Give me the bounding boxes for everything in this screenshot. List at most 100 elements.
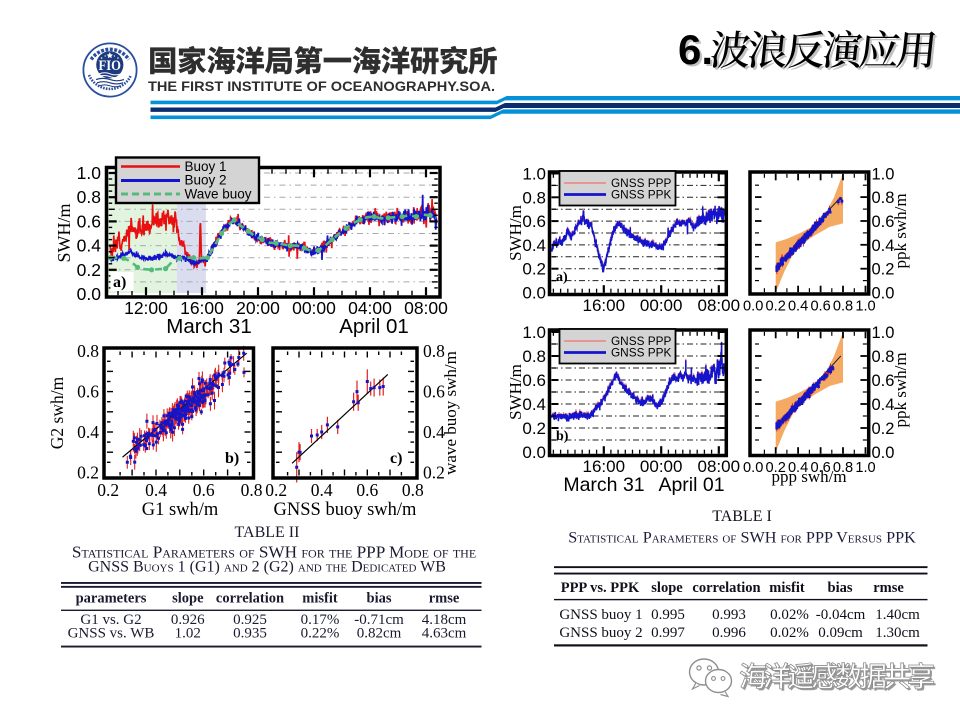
svg-text:GNSS PPK: GNSS PPK xyxy=(611,188,671,202)
svg-text:Statistical Parameters of SWH: Statistical Parameters of SWH for PPP Ve… xyxy=(568,529,916,547)
svg-text:16:00: 16:00 xyxy=(180,298,224,318)
svg-text:TABLE I: TABLE I xyxy=(712,508,772,525)
svg-text:0.8: 0.8 xyxy=(522,188,546,207)
svg-text:parameters: parameters xyxy=(76,591,147,607)
svg-text:March 31: March 31 xyxy=(563,474,644,496)
svg-text:0.6: 0.6 xyxy=(872,213,895,231)
svg-text:0.4: 0.4 xyxy=(311,480,333,500)
svg-text:GNSS buoy 2: GNSS buoy 2 xyxy=(559,625,642,641)
svg-text:0.22%: 0.22% xyxy=(301,626,340,642)
svg-text:0.2: 0.2 xyxy=(77,260,101,280)
svg-text:0.4: 0.4 xyxy=(522,395,546,414)
svg-text:0.0: 0.0 xyxy=(522,284,546,303)
svg-text:0.09cm: 0.09cm xyxy=(818,625,863,641)
svg-text:GNSS PPP: GNSS PPP xyxy=(611,334,671,348)
svg-text:1.0: 1.0 xyxy=(77,163,102,183)
svg-text:0.8: 0.8 xyxy=(402,480,424,500)
svg-text:0.6: 0.6 xyxy=(423,382,445,402)
svg-text:0.4: 0.4 xyxy=(145,480,167,500)
svg-text:0.2: 0.2 xyxy=(766,460,786,476)
svg-text:misfit: misfit xyxy=(769,580,805,596)
svg-text:wave buoy swh/m: wave buoy swh/m xyxy=(441,351,460,475)
svg-text:04:00: 04:00 xyxy=(348,298,392,318)
svg-text:0.996: 0.996 xyxy=(712,625,746,641)
svg-text:0.925: 0.925 xyxy=(233,612,267,628)
svg-text:0.997: 0.997 xyxy=(651,625,685,641)
svg-text:6.: 6. xyxy=(680,28,715,75)
svg-text:0.0: 0.0 xyxy=(77,284,102,304)
svg-text:correlation: correlation xyxy=(216,591,284,607)
svg-text:0.4: 0.4 xyxy=(522,236,546,255)
svg-text:0.8: 0.8 xyxy=(872,189,895,207)
svg-text:0.6: 0.6 xyxy=(522,371,546,390)
svg-text:slope: slope xyxy=(651,580,683,596)
svg-text:0.2: 0.2 xyxy=(423,462,445,482)
svg-text:0.2: 0.2 xyxy=(265,480,287,500)
svg-text:TABLE II: TABLE II xyxy=(235,524,300,541)
svg-text:00:00: 00:00 xyxy=(640,457,683,476)
svg-text:-0.71cm: -0.71cm xyxy=(354,612,404,628)
svg-text:0.4: 0.4 xyxy=(872,396,895,414)
svg-text:b): b) xyxy=(225,450,239,467)
svg-text:rmse: rmse xyxy=(873,580,904,596)
svg-text:00:00: 00:00 xyxy=(292,298,336,318)
svg-text:0.6: 0.6 xyxy=(77,382,99,402)
svg-text:b): b) xyxy=(556,429,569,444)
svg-text:0.2: 0.2 xyxy=(97,480,119,500)
svg-text:08:00: 08:00 xyxy=(698,296,741,315)
svg-text:16:00: 16:00 xyxy=(583,457,626,476)
svg-text:0.0: 0.0 xyxy=(872,444,895,462)
svg-text:Buoy 1: Buoy 1 xyxy=(185,159,227,174)
svg-text:misfit: misfit xyxy=(302,591,338,607)
svg-text:08:00: 08:00 xyxy=(698,457,741,476)
svg-text:1.02: 1.02 xyxy=(175,626,201,642)
svg-text:4.63cm: 4.63cm xyxy=(422,626,467,642)
svg-text:0.0: 0.0 xyxy=(522,443,546,462)
svg-text:c): c) xyxy=(390,450,402,467)
svg-text:0.6: 0.6 xyxy=(77,211,101,231)
svg-text:GNSS buoy 1: GNSS buoy 1 xyxy=(559,607,642,623)
svg-text:0.2: 0.2 xyxy=(522,260,546,279)
svg-text:0.4: 0.4 xyxy=(788,299,808,315)
svg-text:Wave buoy: Wave buoy xyxy=(185,186,252,201)
svg-text:bias: bias xyxy=(828,580,853,596)
svg-text:6.: 6. xyxy=(678,26,713,73)
svg-text:1.0: 1.0 xyxy=(872,324,895,342)
svg-text:G1 vs. G2: G1 vs. G2 xyxy=(80,612,141,628)
svg-text:SWH/m: SWH/m xyxy=(506,364,525,420)
svg-text:0.8: 0.8 xyxy=(522,347,546,366)
svg-text:0.6: 0.6 xyxy=(193,480,215,500)
svg-text:0.6: 0.6 xyxy=(872,372,895,390)
svg-text:G2 swh/m: G2 swh/m xyxy=(47,376,67,449)
svg-text:GNSS PPP: GNSS PPP xyxy=(611,176,671,190)
svg-text:a): a) xyxy=(556,270,568,285)
svg-text:THE FIRST INSTITUTE OF OCEANOG: THE FIRST INSTITUTE OF OCEANOGRAPHY.SOA. xyxy=(148,79,495,94)
svg-text:0.993: 0.993 xyxy=(712,607,746,623)
svg-text:0.2: 0.2 xyxy=(77,462,99,482)
svg-text:1.0: 1.0 xyxy=(855,299,875,315)
svg-text:0.2: 0.2 xyxy=(872,261,895,279)
svg-text:0.0: 0.0 xyxy=(872,285,895,303)
svg-text:bias: bias xyxy=(367,591,392,607)
svg-text:0.17%: 0.17% xyxy=(301,612,340,628)
svg-text:0.935: 0.935 xyxy=(233,626,267,642)
svg-text:FIO: FIO xyxy=(99,58,122,74)
svg-text:00:00: 00:00 xyxy=(640,296,683,315)
svg-text:1.0: 1.0 xyxy=(872,165,895,183)
svg-text:0.4: 0.4 xyxy=(788,460,808,476)
svg-text:20:00: 20:00 xyxy=(236,298,280,318)
svg-text:ppp swh/m: ppp swh/m xyxy=(771,467,846,486)
svg-text:GNSS PPK: GNSS PPK xyxy=(611,346,671,360)
svg-text:0.6: 0.6 xyxy=(356,480,378,500)
svg-text:Buoy 2: Buoy 2 xyxy=(185,173,227,188)
svg-text:0.8: 0.8 xyxy=(241,480,263,500)
svg-text:08:00: 08:00 xyxy=(404,298,448,318)
svg-text:slope: slope xyxy=(172,591,204,607)
svg-text:G1 swh/m: G1 swh/m xyxy=(142,500,219,520)
svg-text:0.6: 0.6 xyxy=(522,212,546,231)
svg-text:0.8: 0.8 xyxy=(423,341,445,361)
svg-text:0.8: 0.8 xyxy=(872,348,895,366)
svg-text:0.8: 0.8 xyxy=(77,187,101,207)
svg-text:GNSS buoy swh/m: GNSS buoy swh/m xyxy=(274,500,417,520)
svg-text:0.8: 0.8 xyxy=(77,341,99,361)
